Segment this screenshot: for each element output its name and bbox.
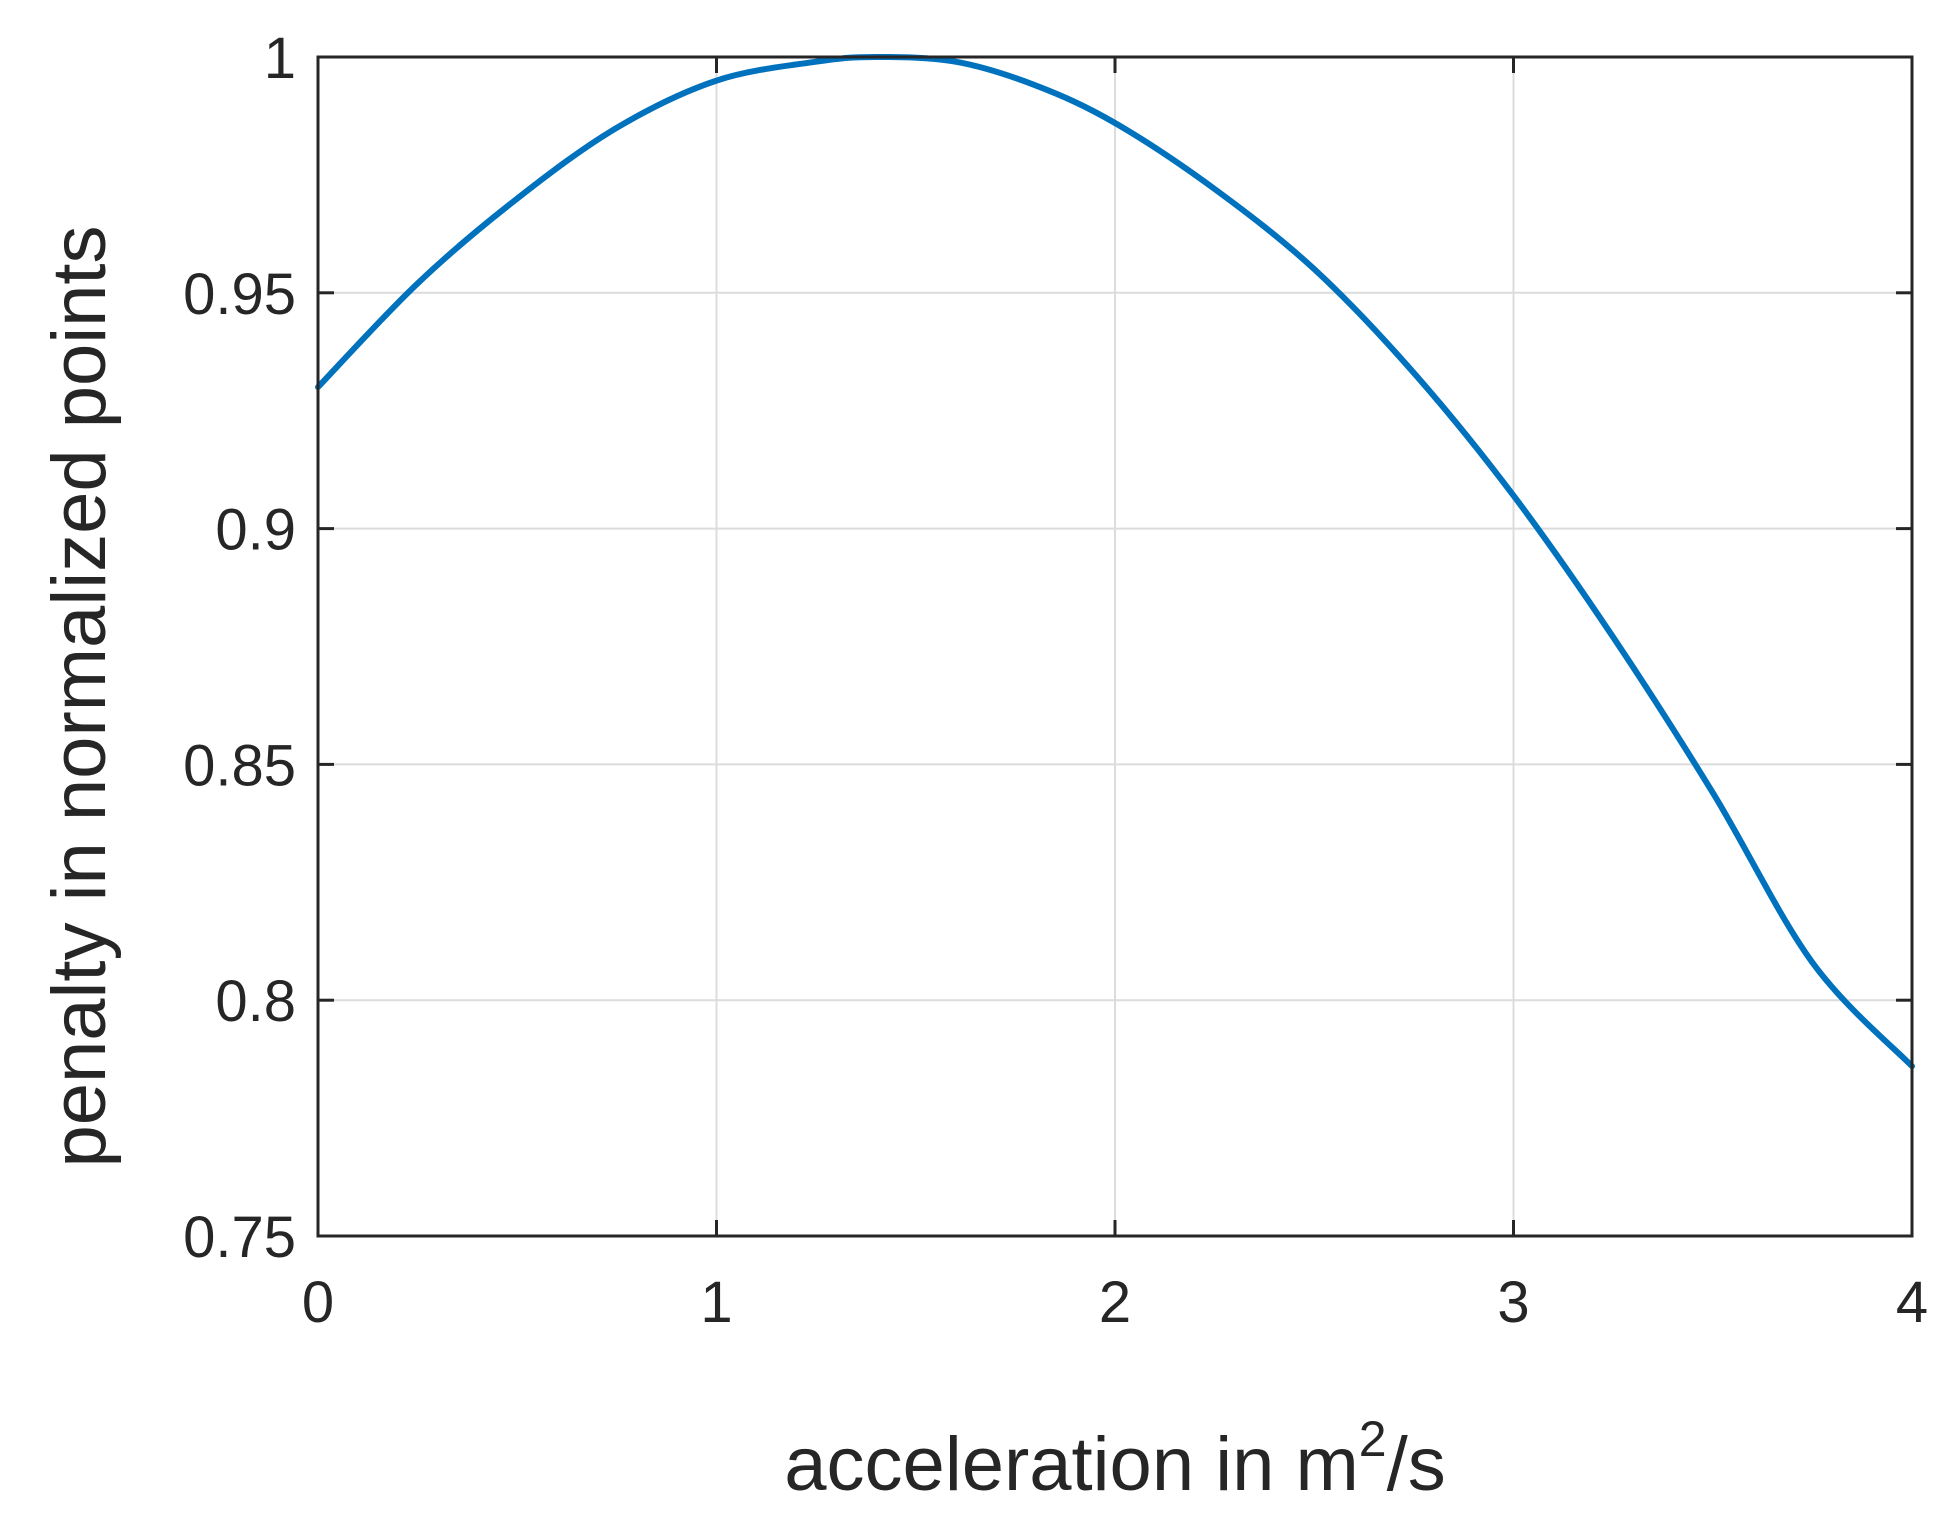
tick-layer: 0 1 2 3 4 0.75 0.8 0.85 0.9 0.95 1 <box>183 26 1928 1335</box>
x-axis-label-main: acceleration in m <box>784 1422 1359 1507</box>
x-tick-label: 3 <box>1497 1270 1529 1335</box>
y-tick-label: 0.95 <box>183 262 296 327</box>
y-tick-label: 0.8 <box>215 969 296 1034</box>
y-tick-label: 0.75 <box>183 1205 296 1270</box>
x-tick-label: 4 <box>1896 1270 1928 1335</box>
y-tick-label: 0.85 <box>183 733 296 798</box>
y-tick-label: 1 <box>264 26 296 91</box>
x-axis-label-suffix: /s <box>1387 1422 1446 1507</box>
y-tick-label: 0.9 <box>215 498 296 563</box>
series-layer <box>315 54 1915 1070</box>
label-layer: acceleration in m2/s penalty in normaliz… <box>37 225 1446 1507</box>
x-tick-label: 2 <box>1099 1270 1131 1335</box>
x-axis-label: acceleration in m2/s <box>784 1411 1445 1507</box>
x-axis-label-superscript: 2 <box>1359 1411 1387 1467</box>
y-axis-label: penalty in normalized points <box>37 225 122 1167</box>
x-tick-label: 0 <box>302 1270 334 1335</box>
grid-layer <box>317 56 1913 1237</box>
series-line <box>315 54 1915 1070</box>
x-tick-label: 1 <box>700 1270 732 1335</box>
